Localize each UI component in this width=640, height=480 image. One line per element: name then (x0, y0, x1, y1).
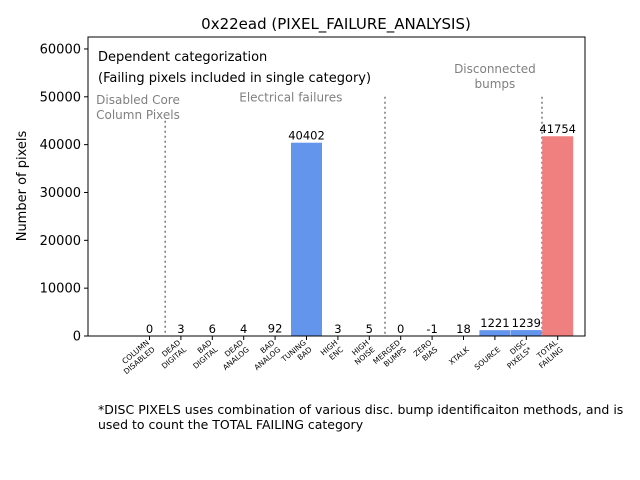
annotation-line-2: (Failing pixels included in single categ… (98, 71, 371, 86)
y-tick-label: 30000 (40, 186, 81, 201)
plot-frame (87, 36, 586, 337)
bar-value-label: -1 (426, 322, 437, 336)
bar-value-label: 18 (456, 322, 471, 336)
bar (479, 330, 511, 336)
bar-value-label: 41754 (539, 122, 576, 136)
bar-value-label: 1239 (512, 316, 541, 330)
bar-value-labels: 0 3 6 4 92 40402 3 5 0 -1 18 1221 1239 41754 (146, 122, 576, 336)
svg-text:XTALK: XTALK (447, 344, 471, 367)
chart-title: 0x22ead (PIXEL_FAILURE_ANALYSIS) (201, 15, 471, 34)
bar-value-label: 1221 (480, 316, 509, 330)
group-label: Disconnected bumps (454, 62, 536, 91)
bar-value-label: 5 (366, 322, 373, 336)
bars (165, 136, 574, 336)
group-labels: Disabled Core Column Pixels Electrical fai… (96, 62, 536, 122)
y-tick-label: 40000 (40, 138, 81, 153)
group-label: Disabled Core Column Pixels (96, 93, 180, 122)
annotation-line-1: Dependent categorization (98, 50, 267, 65)
group-label: Electrical failures (239, 91, 342, 105)
y-tick-label: 60000 (40, 42, 81, 57)
y-tick-label: 10000 (40, 282, 81, 297)
svg-text:SOURCE: SOURCE (473, 345, 503, 372)
bar (510, 330, 542, 336)
bar (542, 136, 574, 336)
x-tick-label: XTALK (447, 344, 471, 367)
bar-value-label: 3 (334, 322, 341, 336)
footnote: *DISC PIXELS uses combination of various… (98, 402, 624, 432)
y-axis-label: Number of pixels (15, 130, 30, 241)
bar-value-label: 0 (397, 322, 404, 336)
y-axis: 0 10000 20000 30000 40000 50000 60000 (40, 42, 88, 345)
y-tick-label: 50000 (40, 90, 81, 105)
bar-value-label: 0 (146, 322, 153, 336)
y-tick-label: 20000 (40, 234, 81, 249)
bar-value-label: 92 (268, 322, 283, 336)
bar-value-label: 6 (209, 322, 216, 336)
x-tick-label: SOURCE (473, 345, 503, 372)
group-separators (164, 96, 543, 336)
bar (291, 142, 322, 336)
bar-value-label: 4 (240, 322, 247, 336)
bar-value-label: 3 (177, 322, 184, 336)
bar-value-label: 40402 (288, 129, 325, 143)
y-tick-label: 0 (73, 330, 81, 345)
